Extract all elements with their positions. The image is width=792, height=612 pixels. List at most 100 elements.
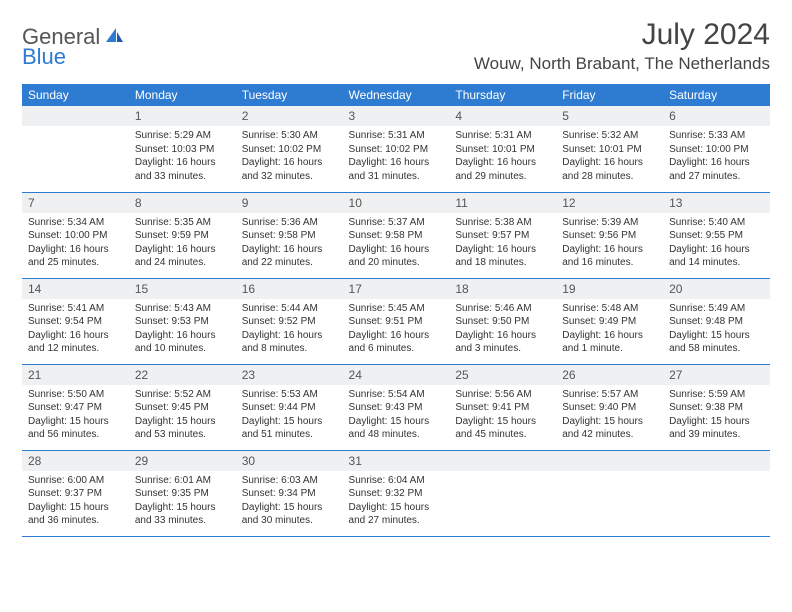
day-details: Sunrise: 5:52 AMSunset: 9:45 PMDaylight:… [129,385,236,446]
sunrise-text: Sunrise: 5:39 AM [562,216,657,230]
day-number: 7 [22,193,129,213]
calendar-header-row: SundayMondayTuesdayWednesdayThursdayFrid… [22,84,770,106]
sunrise-text: Sunrise: 5:54 AM [349,388,444,402]
calendar-day-cell: 14Sunrise: 5:41 AMSunset: 9:54 PMDayligh… [22,278,129,364]
calendar-week-row: 14Sunrise: 5:41 AMSunset: 9:54 PMDayligh… [22,278,770,364]
calendar-day-cell: 27Sunrise: 5:59 AMSunset: 9:38 PMDayligh… [663,364,770,450]
sunrise-text: Sunrise: 5:50 AM [28,388,123,402]
sunrise-text: Sunrise: 6:01 AM [135,474,230,488]
sunrise-text: Sunrise: 5:32 AM [562,129,657,143]
calendar-day-cell: 22Sunrise: 5:52 AMSunset: 9:45 PMDayligh… [129,364,236,450]
daylight-text: Daylight: 15 hours and 56 minutes. [28,415,123,442]
sunrise-text: Sunrise: 5:34 AM [28,216,123,230]
sunrise-text: Sunrise: 5:31 AM [349,129,444,143]
sunrise-text: Sunrise: 5:33 AM [669,129,764,143]
day-number: 5 [556,106,663,126]
weekday-header: Tuesday [236,84,343,106]
logo-text-blue: Blue [22,44,66,69]
sunset-text: Sunset: 9:58 PM [349,229,444,243]
day-details: Sunrise: 5:36 AMSunset: 9:58 PMDaylight:… [236,213,343,274]
sunset-text: Sunset: 10:00 PM [28,229,123,243]
calendar-day-cell: 8Sunrise: 5:35 AMSunset: 9:59 PMDaylight… [129,192,236,278]
calendar-day-cell: 29Sunrise: 6:01 AMSunset: 9:35 PMDayligh… [129,450,236,536]
day-number: 16 [236,279,343,299]
day-details: Sunrise: 5:54 AMSunset: 9:43 PMDaylight:… [343,385,450,446]
day-details: Sunrise: 5:56 AMSunset: 9:41 PMDaylight:… [449,385,556,446]
daylight-text: Daylight: 16 hours and 18 minutes. [455,243,550,270]
calendar-day-cell [556,450,663,536]
calendar-week-row: 1Sunrise: 5:29 AMSunset: 10:03 PMDayligh… [22,106,770,192]
sunset-text: Sunset: 9:34 PM [242,487,337,501]
calendar-day-cell: 3Sunrise: 5:31 AMSunset: 10:02 PMDayligh… [343,106,450,192]
calendar-day-cell: 16Sunrise: 5:44 AMSunset: 9:52 PMDayligh… [236,278,343,364]
month-title: July 2024 [474,18,770,52]
daylight-text: Daylight: 16 hours and 3 minutes. [455,329,550,356]
sunrise-text: Sunrise: 5:30 AM [242,129,337,143]
sunset-text: Sunset: 9:56 PM [562,229,657,243]
day-number: 12 [556,193,663,213]
daylight-text: Daylight: 15 hours and 30 minutes. [242,501,337,528]
calendar-week-row: 7Sunrise: 5:34 AMSunset: 10:00 PMDayligh… [22,192,770,278]
weekday-header: Monday [129,84,236,106]
calendar-day-cell: 7Sunrise: 5:34 AMSunset: 10:00 PMDayligh… [22,192,129,278]
day-number: 13 [663,193,770,213]
day-details: Sunrise: 5:46 AMSunset: 9:50 PMDaylight:… [449,299,556,360]
daylight-text: Daylight: 15 hours and 48 minutes. [349,415,444,442]
calendar-day-cell: 26Sunrise: 5:57 AMSunset: 9:40 PMDayligh… [556,364,663,450]
sunrise-text: Sunrise: 5:38 AM [455,216,550,230]
sunset-text: Sunset: 9:53 PM [135,315,230,329]
weekday-header: Sunday [22,84,129,106]
daylight-text: Daylight: 16 hours and 12 minutes. [28,329,123,356]
calendar-day-cell: 15Sunrise: 5:43 AMSunset: 9:53 PMDayligh… [129,278,236,364]
day-details: Sunrise: 5:34 AMSunset: 10:00 PMDaylight… [22,213,129,274]
daylight-text: Daylight: 16 hours and 29 minutes. [455,156,550,183]
calendar-day-cell: 6Sunrise: 5:33 AMSunset: 10:00 PMDayligh… [663,106,770,192]
day-details: Sunrise: 5:31 AMSunset: 10:02 PMDaylight… [343,126,450,187]
day-number: 27 [663,365,770,385]
title-block: July 2024 Wouw, North Brabant, The Nethe… [474,18,770,74]
daylight-text: Daylight: 16 hours and 6 minutes. [349,329,444,356]
day-number: 3 [343,106,450,126]
daylight-text: Daylight: 15 hours and 39 minutes. [669,415,764,442]
weekday-header: Saturday [663,84,770,106]
sunrise-text: Sunrise: 6:00 AM [28,474,123,488]
sunset-text: Sunset: 9:40 PM [562,401,657,415]
day-details: Sunrise: 5:59 AMSunset: 9:38 PMDaylight:… [663,385,770,446]
calendar-day-cell: 5Sunrise: 5:32 AMSunset: 10:01 PMDayligh… [556,106,663,192]
sunrise-text: Sunrise: 5:43 AM [135,302,230,316]
sunset-text: Sunset: 9:41 PM [455,401,550,415]
daylight-text: Daylight: 15 hours and 45 minutes. [455,415,550,442]
calendar-day-cell [449,450,556,536]
day-number: 6 [663,106,770,126]
calendar-day-cell: 1Sunrise: 5:29 AMSunset: 10:03 PMDayligh… [129,106,236,192]
sunset-text: Sunset: 9:57 PM [455,229,550,243]
daylight-text: Daylight: 16 hours and 25 minutes. [28,243,123,270]
sunset-text: Sunset: 9:35 PM [135,487,230,501]
day-details: Sunrise: 5:49 AMSunset: 9:48 PMDaylight:… [663,299,770,360]
sunset-text: Sunset: 10:02 PM [349,143,444,157]
sunset-text: Sunset: 10:02 PM [242,143,337,157]
daylight-text: Daylight: 15 hours and 53 minutes. [135,415,230,442]
calendar-day-cell: 31Sunrise: 6:04 AMSunset: 9:32 PMDayligh… [343,450,450,536]
daylight-text: Daylight: 16 hours and 8 minutes. [242,329,337,356]
sunset-text: Sunset: 10:01 PM [455,143,550,157]
day-number: 4 [449,106,556,126]
day-details: Sunrise: 6:04 AMSunset: 9:32 PMDaylight:… [343,471,450,532]
daylight-text: Daylight: 15 hours and 33 minutes. [135,501,230,528]
calendar-day-cell [663,450,770,536]
sunset-text: Sunset: 9:50 PM [455,315,550,329]
day-number: 19 [556,279,663,299]
day-number: 23 [236,365,343,385]
daylight-text: Daylight: 16 hours and 24 minutes. [135,243,230,270]
day-details: Sunrise: 5:35 AMSunset: 9:59 PMDaylight:… [129,213,236,274]
daylight-text: Daylight: 16 hours and 14 minutes. [669,243,764,270]
day-details: Sunrise: 5:53 AMSunset: 9:44 PMDaylight:… [236,385,343,446]
logo-line2: Blue [22,44,66,70]
day-number: 22 [129,365,236,385]
day-details: Sunrise: 5:45 AMSunset: 9:51 PMDaylight:… [343,299,450,360]
day-details: Sunrise: 6:00 AMSunset: 9:37 PMDaylight:… [22,471,129,532]
sunset-text: Sunset: 9:52 PM [242,315,337,329]
sunrise-text: Sunrise: 5:49 AM [669,302,764,316]
day-number: 24 [343,365,450,385]
daylight-text: Daylight: 15 hours and 36 minutes. [28,501,123,528]
